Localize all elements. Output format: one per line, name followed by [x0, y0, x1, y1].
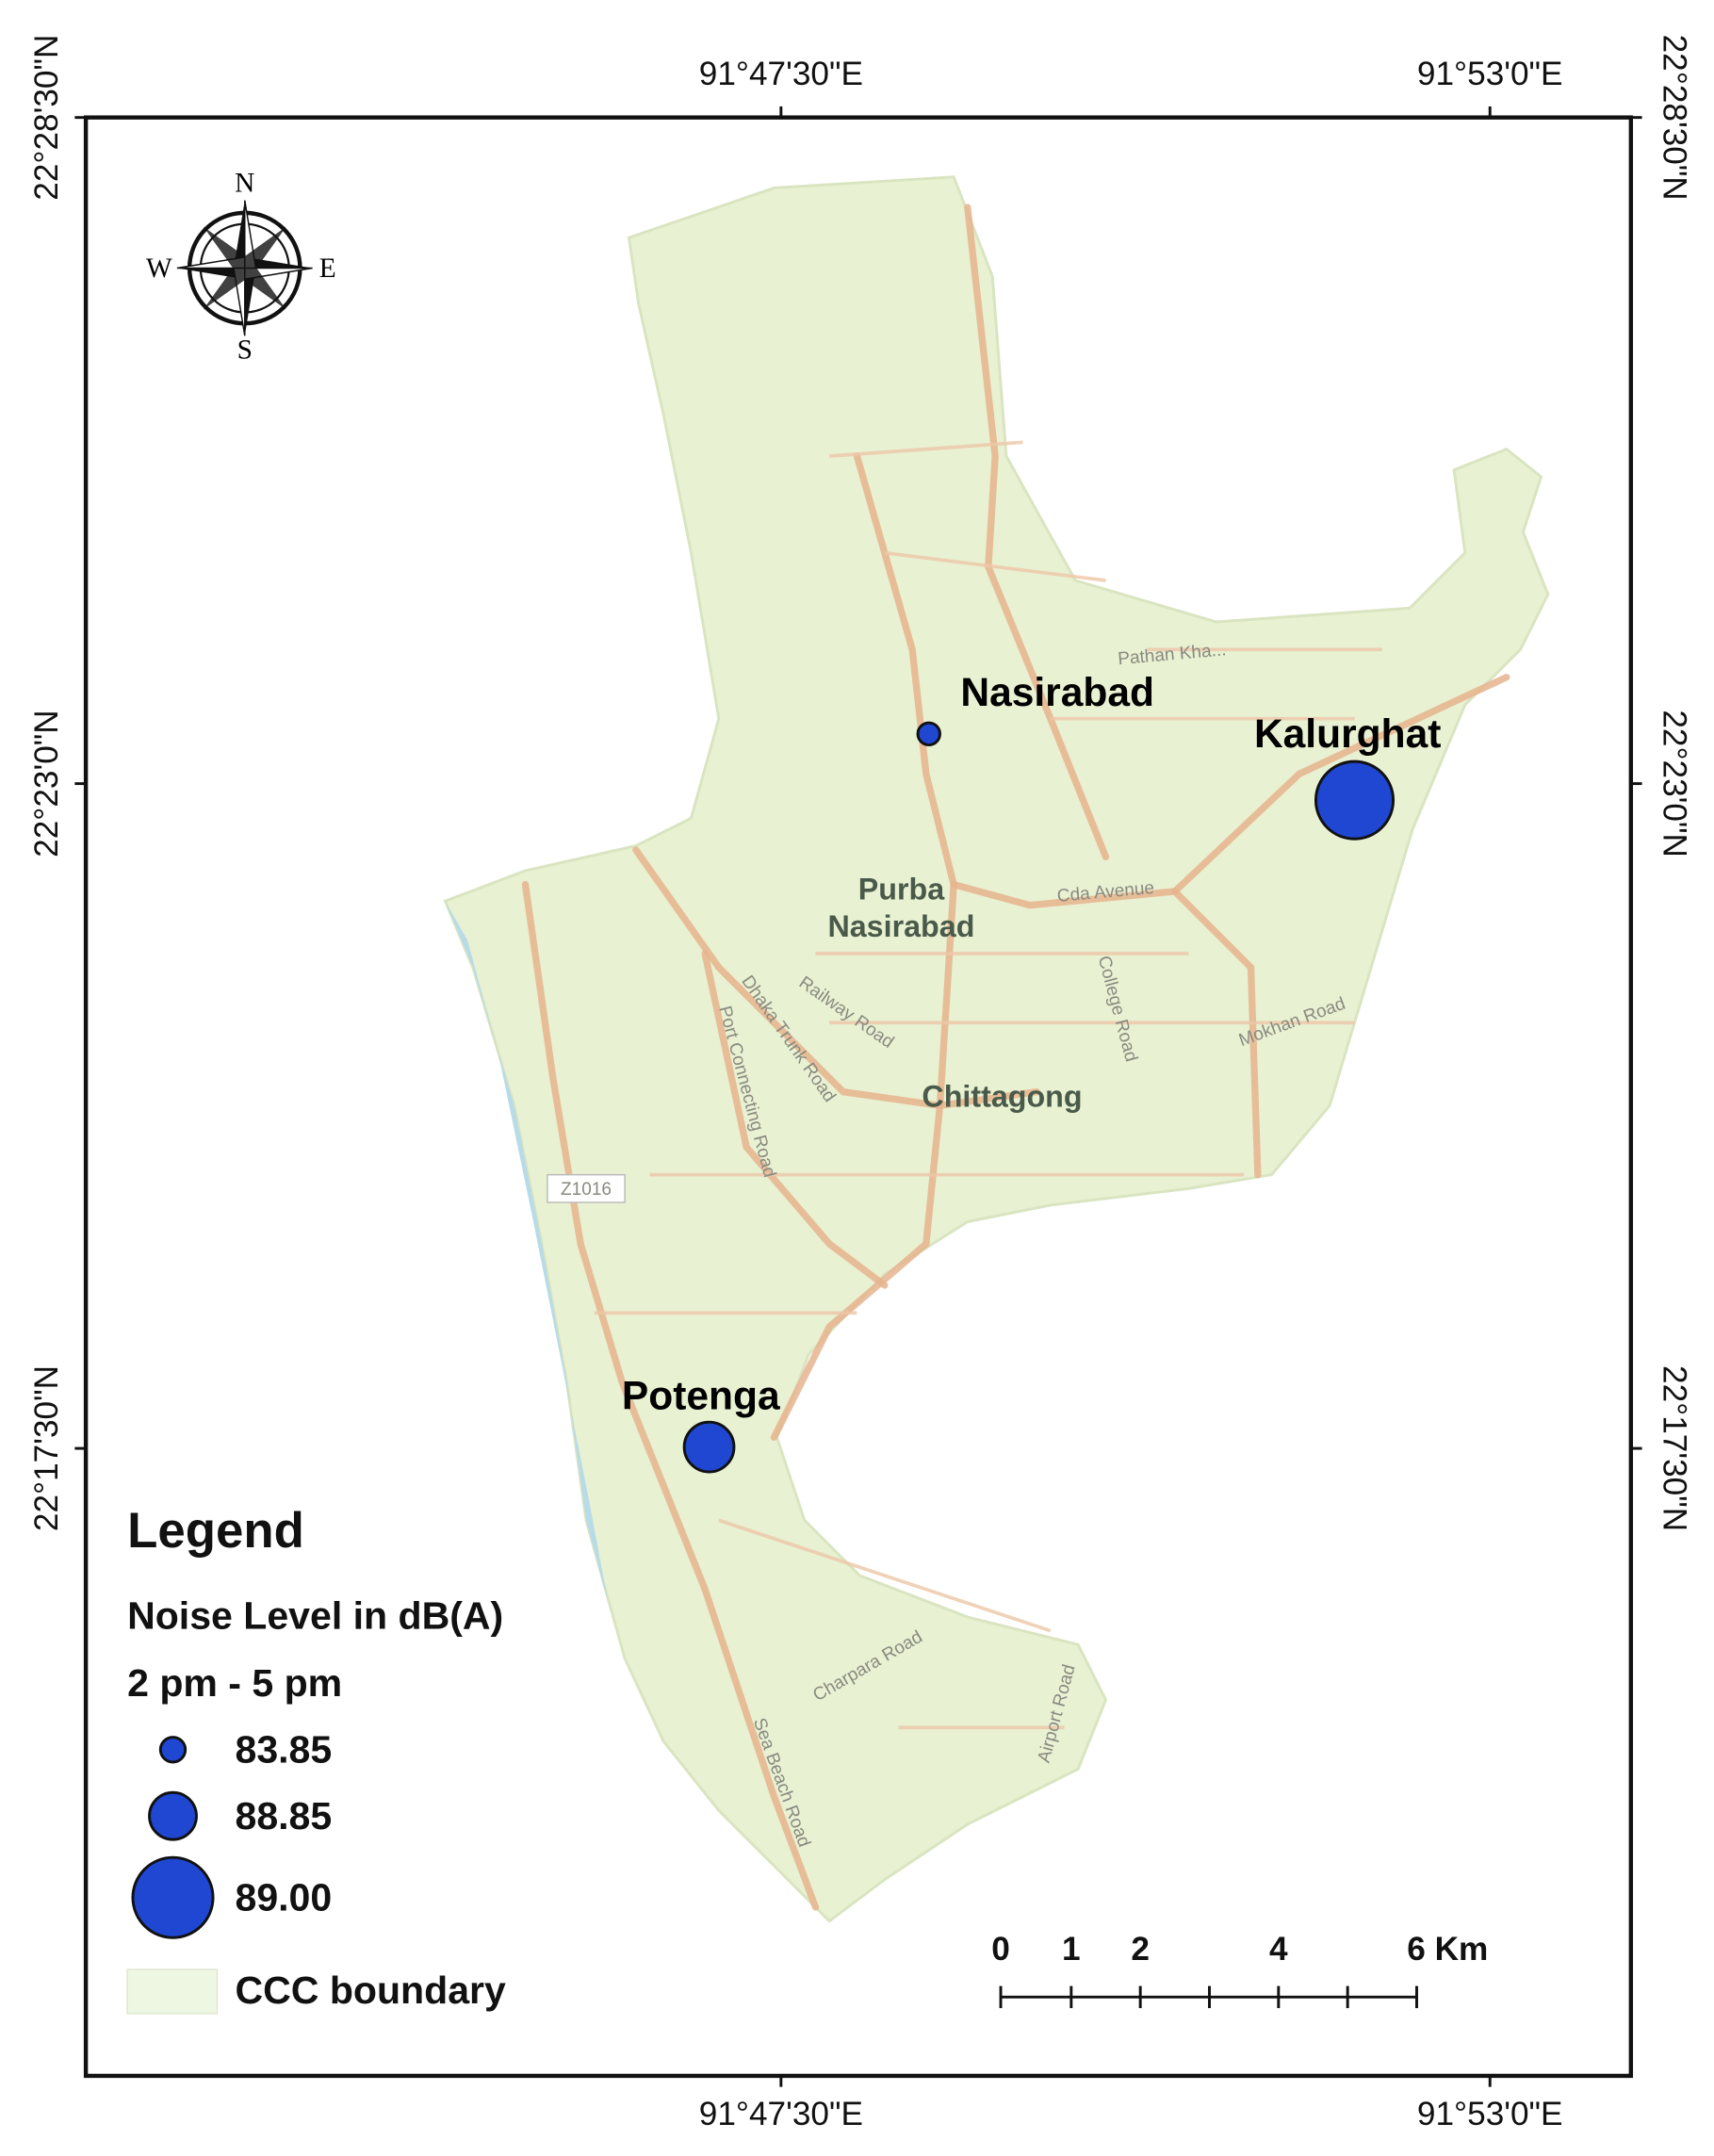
right-coord-label: 22°17'30"N	[1657, 1365, 1693, 1531]
site-label: Nasirabad	[960, 670, 1154, 715]
legend-level: 83.85	[236, 1728, 333, 1772]
legend-boundary: CCC boundary	[236, 1968, 506, 2012]
legend-level: 89.00	[236, 1876, 333, 1919]
legend-symbol	[131, 1855, 215, 1939]
legend-swatch	[126, 1968, 219, 2015]
top-coord-label: 91°53'0"E	[1417, 56, 1563, 92]
base-map-label: Z1016	[561, 1180, 612, 1200]
noise-site	[916, 721, 941, 746]
noise-site	[682, 1420, 736, 1474]
site-label: Kalurghat	[1254, 711, 1441, 757]
left-coord-label: 22°17'30"N	[28, 1365, 65, 1531]
scale-label: 1	[1062, 1931, 1081, 1968]
compass-letter: N	[235, 168, 254, 198]
top-coord-label: 91°47'30"E	[699, 56, 863, 92]
base-map-label: Nasirabad	[827, 909, 974, 943]
right-coord-label: 22°23'0"N	[1657, 710, 1693, 858]
left-coord-label: 22°23'0"N	[28, 710, 65, 858]
compass-letter: E	[319, 253, 336, 284]
scale-label: 2	[1131, 1931, 1150, 1968]
scale-label: 6 Km	[1407, 1931, 1488, 1968]
scale-label: 0	[991, 1931, 1010, 1968]
base-map-label: Purba	[858, 873, 945, 906]
base-map-label: Chittagong	[922, 1080, 1082, 1114]
legend-level: 88.85	[236, 1794, 333, 1838]
compass-letter: S	[237, 335, 253, 366]
compass	[176, 200, 313, 336]
legend-period: 2 pm - 5 pm	[127, 1661, 342, 1705]
legend-symbol	[148, 1790, 198, 1841]
bottom-coord-label: 91°47'30"E	[699, 2096, 863, 2132]
bottom-coord-label: 91°53'0"E	[1417, 2096, 1563, 2132]
city-boundary	[443, 175, 1550, 1923]
noise-site	[1314, 760, 1396, 841]
compass-letter: W	[146, 253, 172, 284]
site-label: Potenga	[622, 1374, 780, 1419]
left-coord-label: 22°28'30"N	[28, 35, 65, 201]
scale-label: 4	[1269, 1931, 1288, 1968]
legend-subtitle: Noise Level in dB(A)	[127, 1593, 503, 1637]
legend-symbol	[158, 1736, 188, 1764]
legend-title: Legend	[127, 1503, 304, 1559]
route-shield	[547, 1173, 626, 1203]
right-coord-label: 22°28'30"N	[1657, 35, 1693, 201]
